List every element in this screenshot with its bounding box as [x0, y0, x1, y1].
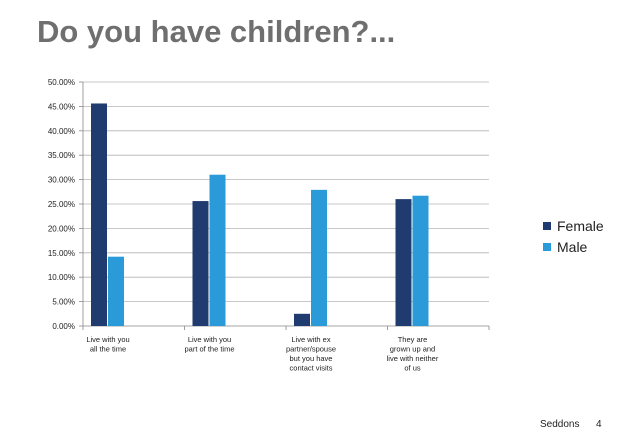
x-category-label: but you have	[290, 354, 333, 363]
y-tick-label: 10.00%	[48, 273, 75, 282]
y-tick-label: 35.00%	[48, 151, 75, 160]
x-category-label: Live with you	[188, 335, 231, 344]
bar-male	[311, 189, 327, 326]
y-tick-label: 0.00%	[52, 322, 75, 331]
slide-title: Do you have children?...	[37, 14, 396, 49]
x-category-label: part of the time	[184, 345, 234, 354]
x-category-label: contact visits	[290, 364, 333, 373]
bar-female	[395, 199, 412, 326]
x-category-label: live with neither	[387, 354, 439, 363]
legend-label-female: Female	[557, 217, 604, 234]
bar-male	[209, 174, 226, 326]
page-number: 4	[596, 419, 602, 430]
x-category-label: of us	[404, 364, 421, 373]
y-tick-label: 20.00%	[48, 224, 75, 233]
legend-swatch-female	[543, 221, 551, 230]
x-category-label: They are	[398, 335, 428, 344]
y-tick-label: 40.00%	[48, 127, 75, 136]
x-category-label: Live with you	[86, 335, 129, 344]
x-category-label: Live with ex	[291, 335, 330, 344]
bar-female	[294, 313, 310, 326]
x-category-label: partner/spouse	[286, 345, 336, 354]
x-category-label: all the time	[90, 345, 126, 354]
y-tick-label: 50.00%	[48, 78, 75, 87]
legend-label-male: Male	[557, 238, 588, 255]
legend-item-male: Male	[543, 236, 604, 257]
legend: Female Male	[543, 215, 604, 257]
y-tick-label: 30.00%	[48, 176, 75, 185]
x-category-label: grown up and	[390, 345, 435, 354]
bar-female	[91, 103, 107, 326]
y-tick-label: 45.00%	[48, 102, 75, 111]
y-tick-label: 15.00%	[48, 249, 75, 258]
footer-author: Seddons	[540, 419, 580, 430]
legend-item-female: Female	[543, 215, 604, 236]
legend-swatch-male	[543, 242, 551, 251]
bar-male	[412, 195, 429, 326]
bar-female	[192, 201, 209, 326]
y-tick-label: 5.00%	[52, 298, 75, 307]
bar-male	[108, 256, 124, 326]
y-tick-label: 25.00%	[48, 200, 75, 209]
